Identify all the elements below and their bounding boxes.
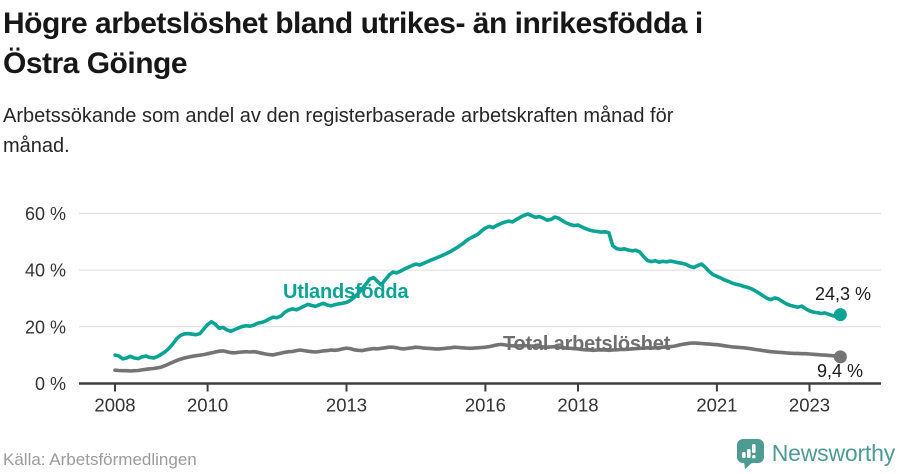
y-tick-label: 0 % xyxy=(35,374,66,394)
x-tick-label: 2010 xyxy=(187,395,228,416)
x-tick-label: 2021 xyxy=(696,395,737,416)
series-end-dot-1 xyxy=(833,350,847,364)
x-tick-label: 2008 xyxy=(94,395,135,416)
series-end-dot-0 xyxy=(833,308,847,322)
x-tick-label: 2023 xyxy=(789,395,830,416)
end-value-label-total: 9,4 % xyxy=(817,361,864,381)
end-value-label-utlandsfodda: 24,3 % xyxy=(815,284,872,304)
source-note: Källa: Arbetsförmedlingen xyxy=(3,450,197,469)
x-tick-label: 2013 xyxy=(326,395,367,416)
page-subtitle: Arbetssökande som andel av den registerb… xyxy=(3,105,674,157)
bar-chart-speech-bubble-icon xyxy=(736,439,764,469)
series-label-utlandsfodda: Utlandsfödda xyxy=(283,281,409,303)
series-line-0 xyxy=(113,212,843,361)
series-line-1 xyxy=(113,341,843,373)
x-tick-label: 2016 xyxy=(465,395,506,416)
page-title: Högre arbetslöshet bland utrikes- än inr… xyxy=(3,7,703,80)
newsworthy-logo[interactable]: Newsworthy xyxy=(736,438,895,469)
brand-name: Newsworthy xyxy=(771,440,895,466)
y-tick-label: 40 % xyxy=(25,261,66,281)
series-label-total-arbetsloshet: Total arbetslöshet xyxy=(503,333,671,355)
x-tick-label: 2018 xyxy=(557,395,598,416)
y-tick-label: 20 % xyxy=(25,317,66,337)
y-tick-label: 60 % xyxy=(25,204,66,224)
